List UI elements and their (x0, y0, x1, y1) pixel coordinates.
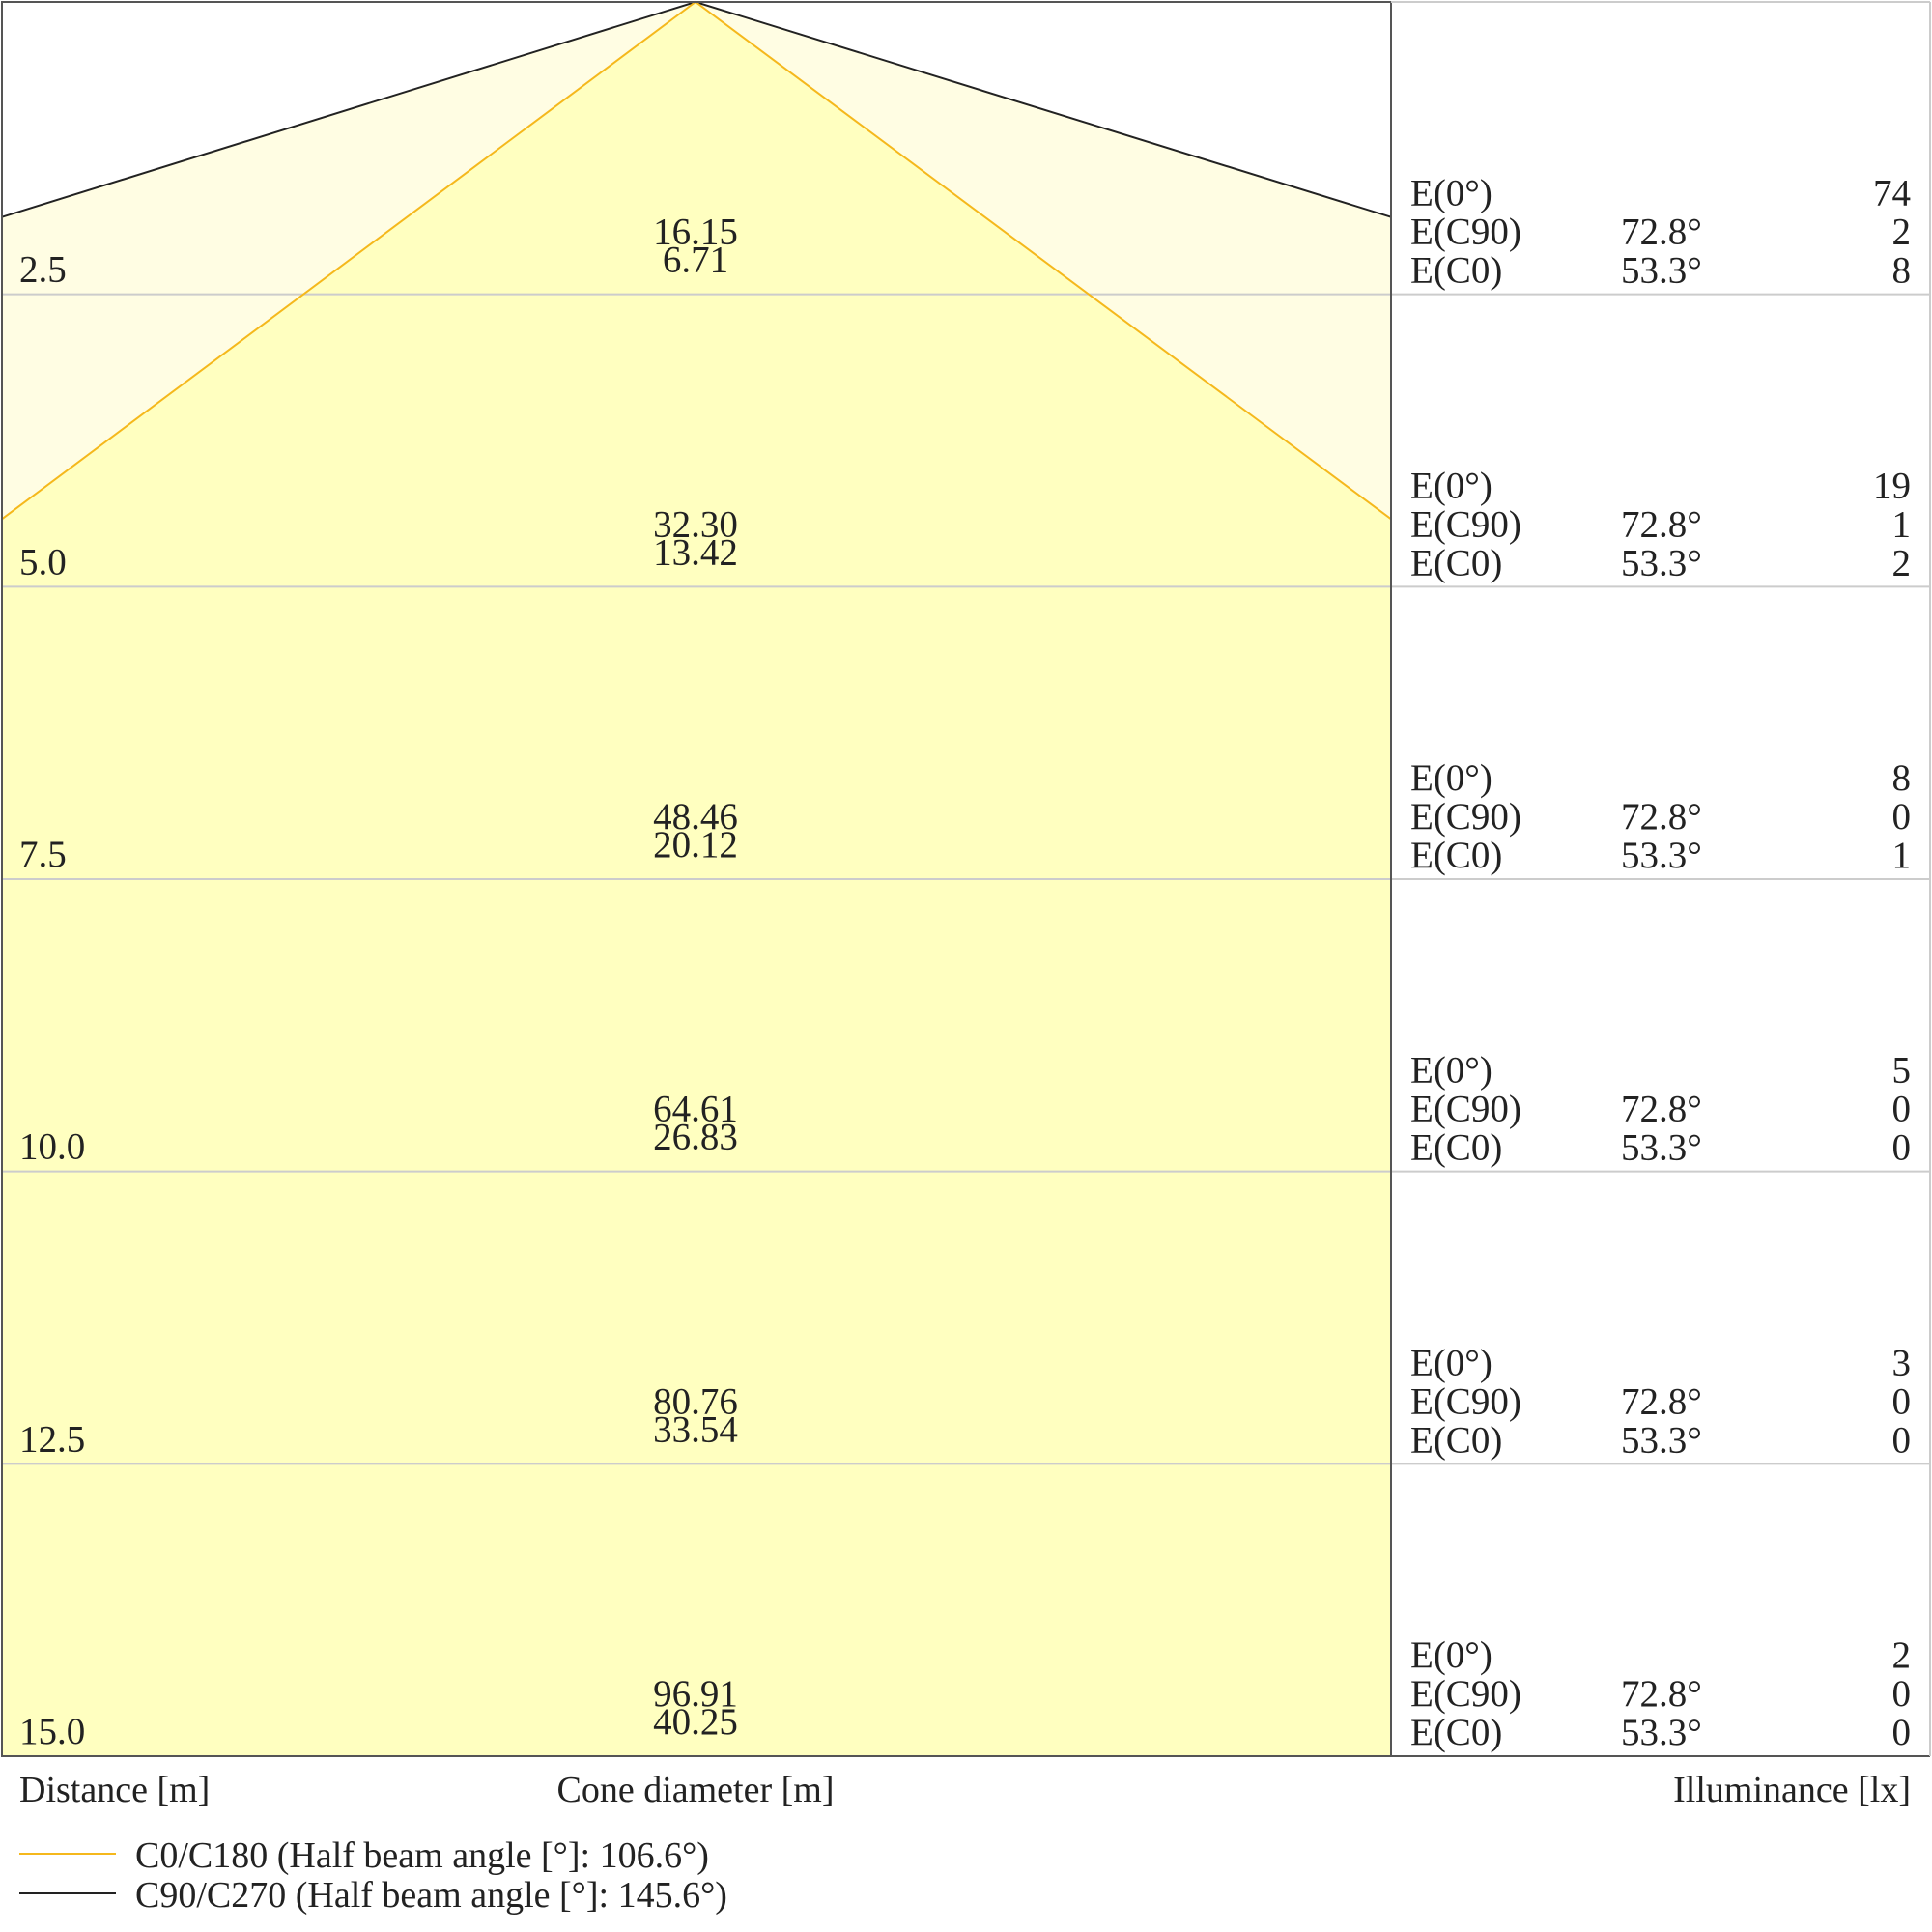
cone-diameter-c90: 16.15 (653, 212, 738, 253)
ec0-label: E(C0) (1410, 1712, 1502, 1753)
e0-value: 3 (1892, 1342, 1912, 1383)
ec90-angle: 72.8° (1621, 503, 1702, 545)
cone-diameter-c0: 40.25 (653, 1701, 738, 1743)
ec90-value: 2 (1892, 212, 1912, 253)
e0-label: E(0°) (1410, 1342, 1492, 1383)
e0-value: 74 (1873, 173, 1911, 214)
e0-label: E(0°) (1410, 1050, 1492, 1092)
ec90-angle: 72.8° (1621, 796, 1702, 838)
ec90-value: 0 (1892, 1380, 1912, 1422)
cone-diameter-c0: 26.83 (653, 1117, 738, 1158)
ec90-value: 0 (1892, 1673, 1912, 1715)
ec0-value: 0 (1892, 1127, 1912, 1169)
cone-diameter-c90: 64.61 (653, 1089, 738, 1130)
e0-value: 5 (1892, 1050, 1912, 1092)
legend-label-c0: C0/C180 (Half beam angle [°]: 106.6°) (135, 1835, 709, 1876)
distance-label: 12.5 (19, 1418, 85, 1460)
ec90-label: E(C90) (1410, 212, 1521, 253)
cone-diameter-c0: 33.54 (653, 1408, 738, 1450)
legend: C0/C180 (Half beam angle [°]: 106.6°) C9… (19, 1835, 727, 1916)
grid-lines (2, 293, 1930, 1465)
cone-diameter-c0: 6.71 (663, 240, 728, 281)
ec90-label: E(C90) (1410, 1380, 1521, 1422)
e0-label: E(0°) (1410, 757, 1492, 799)
ec0-value: 2 (1892, 542, 1912, 583)
distance-label: 15.0 (19, 1711, 85, 1752)
ec0-value: 0 (1892, 1712, 1912, 1753)
ec90-value: 0 (1892, 1089, 1912, 1130)
ec90-label: E(C90) (1410, 503, 1521, 545)
ec0-label: E(C0) (1410, 1127, 1502, 1169)
row-labels: 2.5 16.156.71 E(0°) 74 E(C90) 72.8° 2 E(C0) 53.3… (19, 173, 1911, 1753)
distance-label: 7.5 (19, 834, 67, 875)
e0-label: E(0°) (1410, 1634, 1492, 1676)
e0-value: 19 (1873, 465, 1911, 506)
ec0-angle: 53.3° (1621, 1127, 1702, 1169)
ec90-angle: 72.8° (1621, 1089, 1702, 1130)
legend-label-c90: C90/C270 (Half beam angle [°]: 145.6°) (135, 1875, 727, 1916)
ec0-angle: 53.3° (1621, 1419, 1702, 1461)
ec90-value: 0 (1892, 796, 1912, 838)
cone-diameter-title: Cone diameter [m] (556, 1770, 834, 1810)
ec0-angle: 53.3° (1621, 1712, 1702, 1753)
cone-diameter-c90: 80.76 (653, 1380, 738, 1422)
ec0-label: E(C0) (1410, 1419, 1502, 1461)
ec0-label: E(C0) (1410, 250, 1502, 292)
cone-diameter-c90: 32.30 (653, 503, 738, 545)
distance-label: 2.5 (19, 249, 67, 291)
ec0-label: E(C0) (1410, 542, 1502, 583)
distance-label: 5.0 (19, 541, 67, 582)
ec0-angle: 53.3° (1621, 250, 1702, 292)
ec90-angle: 72.8° (1621, 212, 1702, 253)
ec0-label: E(C0) (1410, 835, 1502, 876)
ec0-value: 0 (1892, 1419, 1912, 1461)
x-axis-title: Distance [m] (19, 1770, 210, 1810)
illuminance-title: Illuminance [lx] (1673, 1770, 1911, 1810)
distance-label: 10.0 (19, 1126, 85, 1168)
e0-label: E(0°) (1410, 465, 1492, 506)
ec90-angle: 72.8° (1621, 1673, 1702, 1715)
ec90-angle: 72.8° (1621, 1380, 1702, 1422)
ec0-angle: 53.3° (1621, 835, 1702, 876)
chart-frame (1, 1, 1931, 1757)
e0-value: 2 (1892, 1634, 1912, 1676)
ec90-label: E(C90) (1410, 1673, 1521, 1715)
cone-diameter-c90: 48.46 (653, 796, 738, 838)
ec0-angle: 53.3° (1621, 542, 1702, 583)
ec90-label: E(C90) (1410, 796, 1521, 838)
ec0-value: 1 (1892, 835, 1912, 876)
ec90-value: 1 (1892, 503, 1912, 545)
distance-row-2.5: 2.5 16.156.71 E(0°) 74 E(C90) 72.8° 2 E(C0) 53.3… (19, 173, 1911, 292)
cone-diameter-c0: 13.42 (653, 531, 738, 573)
cone-diameter-c0: 20.12 (653, 824, 738, 866)
ec90-label: E(C90) (1410, 1089, 1521, 1130)
cone-diameter-c90: 96.91 (653, 1673, 738, 1715)
ec0-value: 8 (1892, 250, 1912, 292)
e0-label: E(0°) (1410, 173, 1492, 214)
e0-value: 8 (1892, 757, 1912, 799)
